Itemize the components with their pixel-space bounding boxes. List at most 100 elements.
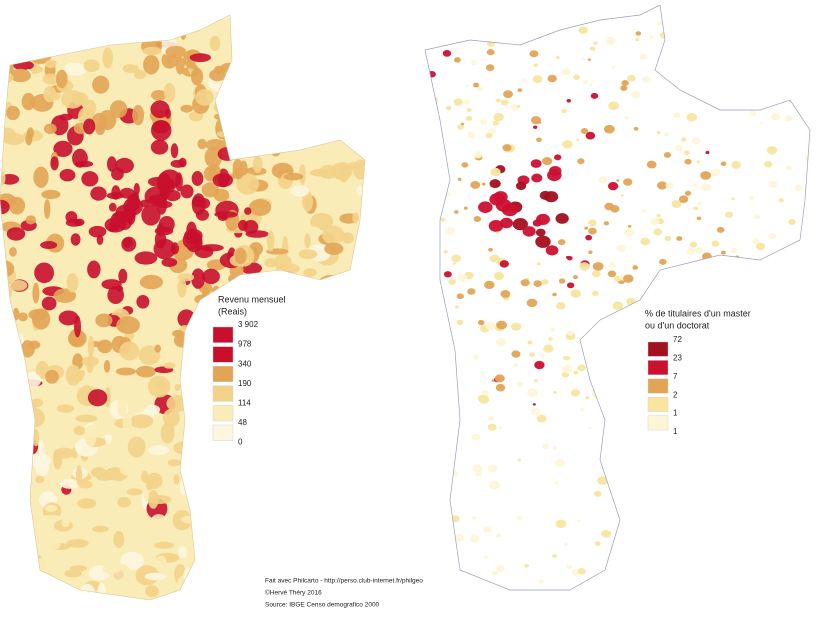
tract <box>305 351 324 370</box>
tract <box>288 414 311 434</box>
tract <box>308 434 324 451</box>
tract <box>302 190 313 212</box>
tract <box>437 393 449 402</box>
tract <box>16 406 27 428</box>
tract <box>697 201 702 206</box>
tract <box>161 257 178 267</box>
credit: Source: IBGE Censo demografico 2000 <box>265 602 380 609</box>
tract <box>83 59 100 73</box>
tract <box>684 158 692 165</box>
tract <box>117 213 133 230</box>
tract <box>338 161 350 183</box>
tract <box>357 457 365 469</box>
tract <box>183 228 203 243</box>
tract <box>425 268 426 272</box>
tract <box>214 65 224 74</box>
tract <box>792 405 797 410</box>
tract <box>121 16 130 25</box>
tract <box>681 137 687 142</box>
tract <box>705 150 710 155</box>
tract <box>670 463 675 467</box>
tract <box>687 43 692 47</box>
tract <box>6 227 26 241</box>
tract <box>256 30 271 44</box>
tract <box>692 183 698 187</box>
tract <box>289 86 312 105</box>
tract <box>38 439 45 457</box>
tract <box>563 542 568 546</box>
tract <box>135 365 156 378</box>
tract <box>685 344 694 352</box>
tract <box>173 441 197 455</box>
tract <box>605 36 616 45</box>
tract <box>240 15 264 24</box>
tract <box>0 573 7 586</box>
tract <box>755 288 760 292</box>
tract <box>309 390 317 400</box>
tract <box>590 92 599 99</box>
tract <box>38 42 51 55</box>
tract <box>190 443 208 456</box>
tract <box>463 206 468 210</box>
tract <box>262 546 274 555</box>
tract <box>318 275 342 293</box>
tract <box>453 210 459 214</box>
tract <box>264 257 278 268</box>
tract <box>425 433 435 442</box>
tract <box>234 522 252 538</box>
tract <box>765 53 772 59</box>
tract <box>186 580 201 598</box>
tract <box>720 250 726 255</box>
legend-label: 3 902 <box>238 320 259 329</box>
tract <box>593 490 602 497</box>
tract <box>144 0 161 15</box>
tract <box>588 219 597 227</box>
tract <box>725 211 733 218</box>
tract <box>323 591 339 600</box>
tract <box>108 202 117 212</box>
tract <box>536 213 550 226</box>
tract <box>338 327 355 342</box>
tract <box>261 355 280 371</box>
tract <box>257 0 266 15</box>
legend-swatch <box>647 341 669 357</box>
tract <box>77 480 93 489</box>
tract <box>266 230 275 252</box>
tract <box>425 315 433 324</box>
tract <box>260 557 275 569</box>
tract <box>555 458 565 467</box>
tract <box>173 16 196 23</box>
tract <box>536 262 541 266</box>
tract <box>9 246 17 257</box>
tract <box>292 99 310 119</box>
tract <box>812 317 819 323</box>
tract <box>109 100 128 118</box>
tract <box>311 556 335 574</box>
tract <box>554 480 559 485</box>
tract <box>281 0 295 5</box>
tract <box>443 249 448 254</box>
tract <box>156 192 168 215</box>
tract <box>599 339 606 344</box>
tract <box>774 278 780 283</box>
tract <box>339 425 356 441</box>
tract <box>607 182 619 191</box>
tract <box>189 53 211 62</box>
tract <box>577 568 586 575</box>
tract <box>678 592 687 600</box>
tract <box>316 92 340 115</box>
tract <box>45 538 61 550</box>
tract <box>425 327 429 333</box>
tract <box>256 44 278 67</box>
tract <box>484 280 495 290</box>
tract <box>512 218 528 231</box>
tract <box>290 344 310 366</box>
tract <box>184 346 197 366</box>
tract <box>0 21 11 28</box>
tract <box>584 226 589 230</box>
tract <box>284 342 292 349</box>
tract <box>15 529 34 536</box>
tract <box>627 74 636 82</box>
tract <box>586 363 598 373</box>
